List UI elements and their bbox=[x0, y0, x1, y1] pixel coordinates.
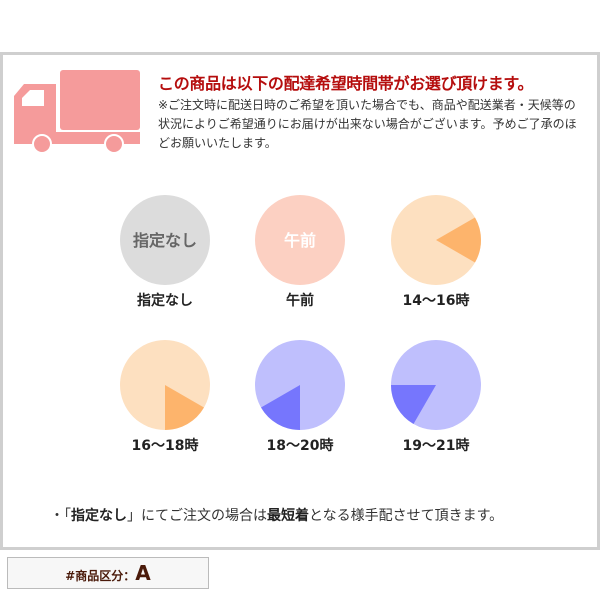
time-slot-label: 16〜18時 bbox=[131, 438, 199, 454]
pie-base bbox=[120, 195, 210, 285]
pie-base bbox=[255, 195, 345, 285]
pie-slot-wedge bbox=[165, 385, 204, 430]
time-slot-pie-5 bbox=[391, 340, 481, 430]
time-slot-pie-0: 指定なし bbox=[120, 195, 210, 285]
note-prefix: ・「 bbox=[50, 508, 71, 524]
time-slot-label: 14〜16時 bbox=[402, 293, 470, 309]
time-slot-label: 午前 bbox=[286, 293, 314, 309]
note-suffix: となる様手配させて頂きます。 bbox=[309, 508, 504, 524]
category-value: A bbox=[135, 561, 151, 585]
pie-slot-wedge bbox=[436, 217, 481, 263]
time-slot-pie-1: 午前 bbox=[255, 195, 345, 285]
time-slot-label: 19〜21時 bbox=[402, 438, 470, 454]
time-slot-label: 指定なし bbox=[137, 293, 193, 309]
category-label: #商品区分： bbox=[65, 569, 136, 583]
shortest-delivery-note: ・「指定なし」にてご注文の場合は最短着となる様手配させて頂きます。 bbox=[50, 505, 503, 525]
truck-icon bbox=[14, 70, 140, 154]
delivery-notice: ※ご注文時に配送日時のご希望を頂いた場合でも、商品や配送業者・天候等の状況により… bbox=[158, 98, 577, 150]
time-slot-label: 18〜20時 bbox=[266, 438, 334, 454]
pie-inner-text: 午前 bbox=[284, 231, 316, 250]
note-bold-unspecified: 指定なし bbox=[71, 508, 127, 524]
page-title: この商品は以下の配達希望時間帯がお選び頂けます。 bbox=[158, 74, 534, 93]
time-slot-pie-4 bbox=[255, 340, 345, 430]
note-mid: 」にてご注文の場合は bbox=[127, 508, 267, 524]
pie-slot-wedge bbox=[391, 385, 436, 424]
product-category-badge: #商品区分：A bbox=[7, 557, 209, 589]
pie-slot-wedge bbox=[261, 385, 300, 430]
time-slot-pie-3 bbox=[120, 340, 210, 430]
time-slot-pie-2 bbox=[391, 195, 481, 285]
pie-inner-text: 指定なし bbox=[133, 231, 197, 250]
note-bold-shortest: 最短着 bbox=[267, 508, 309, 524]
